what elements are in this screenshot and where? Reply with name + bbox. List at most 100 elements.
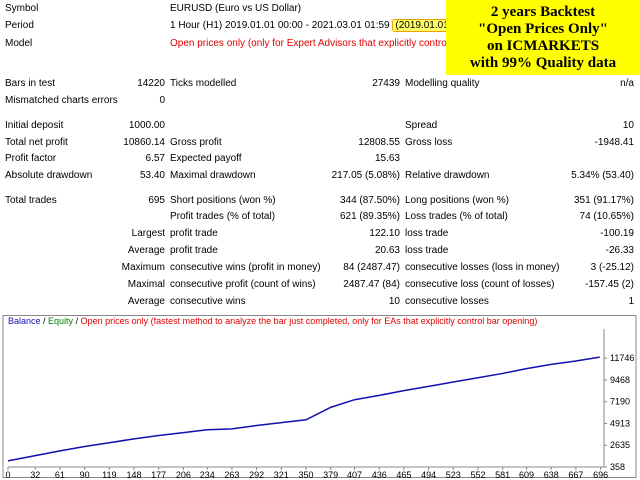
x-tick-label: 177: [151, 470, 166, 480]
field-label: Period: [5, 20, 34, 31]
stat-label: Total trades: [5, 195, 57, 206]
x-tick-label: 234: [200, 470, 215, 480]
stat-label: Long positions (won %): [405, 195, 509, 206]
legend-entry: Equity: [48, 316, 74, 326]
stat-value: -1948.41: [594, 137, 634, 148]
stat-value: 10860.14: [123, 137, 165, 148]
stat-value: 621 (89.35%): [339, 211, 400, 222]
banner-line: on ICMARKETS: [486, 38, 600, 54]
y-tick-label: 358: [610, 462, 625, 472]
chart-frame: [2, 315, 637, 478]
stat-label: Bars in test: [5, 78, 56, 89]
x-tick-label: 379: [323, 470, 338, 480]
stat-label: Profit trades (% of total): [170, 211, 276, 222]
x-tick-label: 523: [446, 470, 461, 480]
stat-value: 6.57: [145, 153, 165, 164]
stat-value: 74 (10.65%): [579, 211, 634, 222]
stat-value: Average: [127, 296, 165, 307]
stat-label: Maximal drawdown: [170, 170, 256, 181]
stat-label: Total net profit: [5, 137, 68, 148]
x-tick-label: 581: [495, 470, 510, 480]
y-tick-label: 2635: [610, 440, 630, 450]
stat-label: Gross profit: [170, 137, 222, 148]
stat-value: 1: [628, 296, 634, 307]
stat-value: 14220: [137, 78, 165, 89]
stat-label: Spread: [405, 120, 438, 131]
stat-label: profit trade: [170, 228, 218, 239]
stat-value: 2487.47 (84): [343, 279, 400, 290]
stat-value: -26.33: [605, 245, 634, 256]
stat-value: Maximal: [127, 279, 165, 290]
x-tick-label: 494: [421, 470, 436, 480]
balance-line: [7, 356, 600, 462]
stat-value: -100.19: [600, 228, 634, 239]
separator: /: [73, 316, 81, 326]
legend-entry: Open prices only (fastest method to anal…: [81, 316, 538, 326]
stat-label: Mismatched charts errors: [5, 95, 118, 106]
x-tick-label: 465: [396, 470, 411, 480]
x-tick-label: 61: [55, 470, 65, 480]
stat-label: consecutive losses (loss in money): [405, 262, 560, 273]
stat-value: Average: [127, 245, 165, 256]
x-tick-label: 609: [519, 470, 534, 480]
x-tick-label: 350: [298, 470, 313, 480]
x-tick-label: 119: [102, 470, 116, 480]
stat-value: n/a: [620, 78, 634, 89]
y-tick-label: 9468: [610, 375, 630, 385]
x-tick-label: 696: [593, 470, 608, 480]
x-tick-label: 263: [224, 470, 239, 480]
stat-value: Largest: [131, 228, 165, 239]
x-tick-label: 638: [544, 470, 559, 480]
x-tick-label: 32: [30, 470, 40, 480]
stat-label: loss trade: [405, 228, 449, 239]
stat-value: 122.10: [369, 228, 400, 239]
stat-value: 15.63: [374, 153, 400, 164]
x-tick-label: 667: [568, 470, 583, 480]
stat-value: Maximum: [121, 262, 165, 273]
x-tick-label: 292: [249, 470, 264, 480]
field-value: EURUSD (Euro vs US Dollar): [170, 3, 302, 14]
x-tick-label: 90: [80, 470, 90, 480]
stat-label: consecutive loss (count of losses): [405, 279, 555, 290]
stat-value: 12808.55: [358, 137, 400, 148]
stat-value: 5.34% (53.40): [571, 170, 634, 181]
stat-value: 344 (87.50%): [339, 195, 400, 206]
stat-value: 3 (-25.12): [590, 262, 634, 273]
chart-legend: Balance / Equity / Open prices only (fas…: [8, 316, 537, 326]
banner-line: with 99% Quality data: [469, 55, 617, 71]
field-label: Model: [5, 38, 33, 49]
stat-label: Loss trades (% of total): [405, 211, 508, 222]
x-tick-label: 0: [5, 470, 10, 480]
stat-label: Modelling quality: [405, 78, 480, 89]
x-tick-label: 552: [470, 470, 485, 480]
y-tick-label: 4913: [610, 418, 630, 428]
stat-label: loss trade: [405, 245, 449, 256]
stat-label: consecutive profit (count of wins): [170, 279, 316, 290]
stat-value: 0: [159, 95, 165, 106]
banner-line: "Open Prices Only": [478, 21, 608, 37]
stat-value: 53.40: [139, 170, 165, 181]
stat-value: 217.05 (5.08%): [331, 170, 400, 181]
legend-entry: Balance: [8, 316, 41, 326]
stat-value: 351 (91.17%): [573, 195, 634, 206]
stat-value: -157.45 (2): [585, 279, 634, 290]
stat-value: 84 (2487.47): [343, 262, 400, 273]
stat-value: 27439: [372, 78, 400, 89]
banner-line: 2 years Backtest: [490, 4, 596, 20]
stat-label: Gross loss: [405, 137, 453, 148]
stat-value: 10: [622, 120, 634, 131]
separator: /: [41, 316, 49, 326]
stat-label: Absolute drawdown: [5, 170, 93, 181]
stat-label: Initial deposit: [5, 120, 64, 131]
stat-value: 695: [148, 195, 165, 206]
stat-label: Ticks modelled: [170, 78, 237, 89]
balance-chart: Balance / Equity / Open prices only (fas…: [2, 315, 637, 480]
stat-value: 10: [388, 296, 400, 307]
field-value: Open prices only (only for Expert Adviso…: [170, 38, 508, 49]
stat-value: 20.63: [374, 245, 400, 256]
stat-value: 1000.00: [128, 120, 165, 131]
x-tick-label: 321: [274, 470, 289, 480]
x-tick-label: 148: [126, 470, 141, 480]
y-tick-label: 7190: [610, 397, 630, 407]
